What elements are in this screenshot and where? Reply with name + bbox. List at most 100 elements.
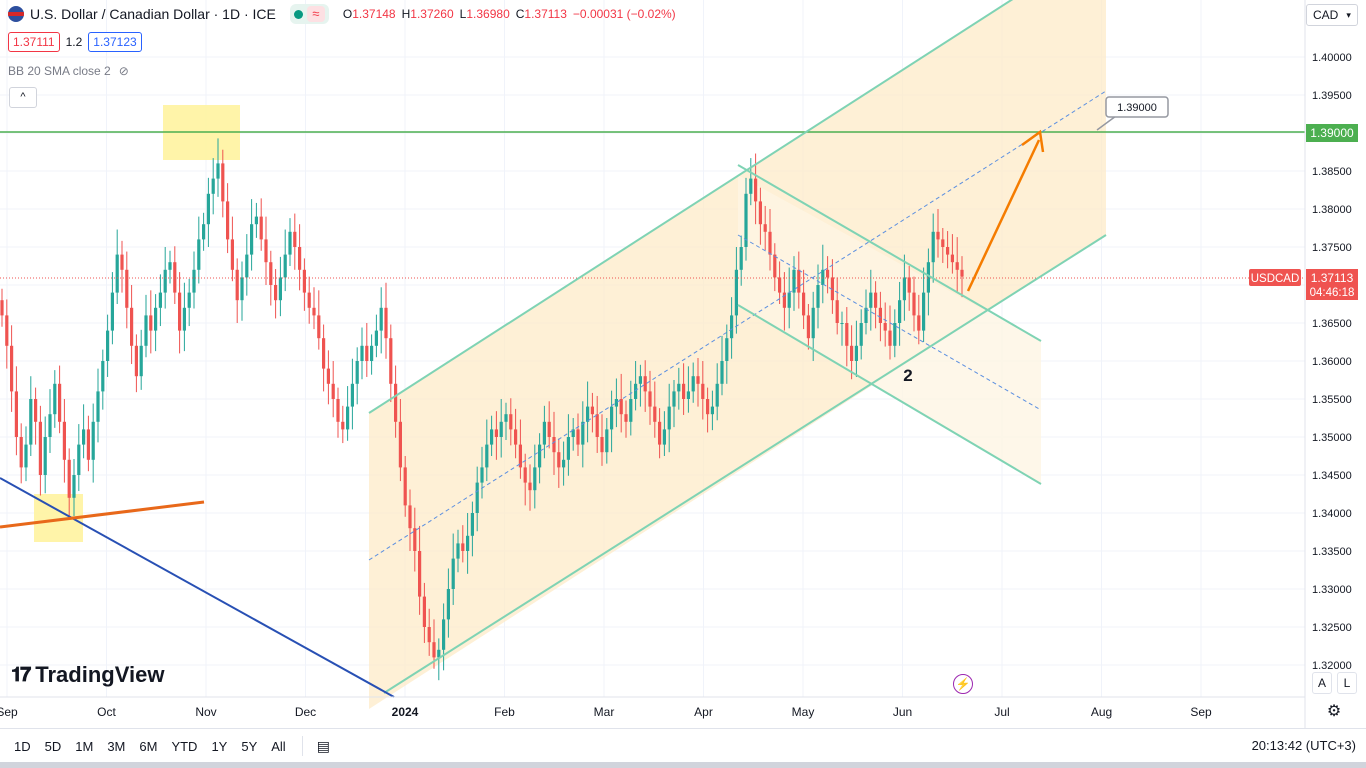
price-tick-label: 1.34500 (1312, 470, 1352, 482)
candle-body (48, 414, 52, 437)
candle-body (307, 292, 311, 308)
sell-price-button[interactable]: 1.37111 (8, 32, 60, 52)
candle-body (504, 414, 508, 422)
candle-body (19, 437, 23, 468)
buy-price-button[interactable]: 1.37123 (88, 32, 142, 52)
candle-body (864, 307, 868, 323)
price-tick-label: 1.36000 (1312, 356, 1352, 368)
candle-body (312, 307, 316, 316)
candle-body (374, 330, 378, 346)
auto-scale-button[interactable]: A (1312, 672, 1332, 694)
candle-body (773, 254, 777, 278)
candle-body (590, 406, 594, 415)
candle-body (274, 285, 278, 301)
wave-icon: ≈ (306, 6, 325, 22)
candle-body (101, 361, 105, 392)
time-tick-label: Jul (994, 705, 1009, 719)
hidden-eye-icon[interactable]: ⊘ (118, 64, 129, 78)
candle-body (806, 315, 810, 339)
candle-body (811, 307, 815, 339)
candle-body (758, 201, 762, 225)
candle-body (192, 269, 196, 293)
candle-body (182, 307, 186, 331)
candle-body (514, 429, 518, 445)
candle-body (720, 361, 724, 384)
bottom-strip (0, 762, 1366, 768)
candle-body (384, 307, 388, 339)
date-range-calendar-icon[interactable]: ▤ (316, 737, 330, 754)
candle-body (715, 383, 719, 407)
price-tick-label: 1.35500 (1312, 394, 1352, 406)
time-tick-label: Mar (594, 705, 615, 719)
candle-body (619, 399, 623, 415)
candle-body (461, 543, 465, 551)
candle-body (58, 383, 62, 422)
candle-body (437, 649, 441, 658)
price-tick-label: 1.38000 (1312, 204, 1352, 216)
symbol-tag: USDCAD (1251, 273, 1300, 285)
candle-body (326, 368, 330, 384)
currency-selector[interactable]: CAD ▾ (1306, 4, 1358, 26)
candle-body (586, 406, 590, 422)
period-ytd[interactable]: YTD (171, 738, 198, 754)
candle-body (250, 224, 254, 255)
candle-body (955, 262, 959, 270)
candle-body (754, 178, 758, 202)
candle-body (125, 269, 129, 308)
symbol-title[interactable]: U.S. Dollar / Canadian Dollar · 1D · ICE (30, 6, 276, 22)
candle-body (648, 391, 652, 407)
candle-body (5, 315, 9, 346)
market-status-pill[interactable]: ≈ (289, 4, 329, 24)
candle-body (221, 163, 225, 202)
candle-body (802, 292, 806, 316)
period-6m[interactable]: 6M (139, 738, 158, 754)
price-tick-label: 1.33500 (1312, 546, 1352, 558)
period-3m[interactable]: 3M (107, 738, 126, 754)
candle-body (422, 596, 426, 627)
settings-gear-icon[interactable]: ⚙ (1326, 703, 1342, 720)
candle-body (341, 421, 345, 430)
candle-body (499, 421, 503, 437)
us-flag-icon (8, 6, 24, 22)
lightning-icon[interactable]: ⚡ (953, 674, 973, 694)
chart-canvas[interactable]: 1.39000 2 1.40000 1.39500 1.39000 1.38500 1.… (0, 0, 1366, 728)
candle-body (869, 292, 873, 308)
candle-body (206, 193, 210, 225)
collapse-legend-button[interactable]: ^ (9, 87, 37, 108)
callout-text: 1.39000 (1117, 102, 1157, 114)
candle-body (389, 338, 393, 384)
candle-body (922, 292, 926, 331)
bar-countdown: 04:46:18 (1310, 287, 1355, 299)
candle-body (854, 345, 858, 361)
last-price-value: 1.37113 (1311, 271, 1354, 285)
candle-body (413, 528, 417, 551)
log-scale-button[interactable]: L (1337, 672, 1357, 694)
projection-arrow (966, 139, 1041, 292)
candle-body (835, 300, 839, 323)
candle-body (10, 345, 14, 392)
period-1m[interactable]: 1M (75, 738, 94, 754)
channel-upper-line (368, 0, 1014, 414)
candle-body (902, 277, 906, 301)
time-tick-label: Dec (295, 705, 316, 719)
candle-body (106, 330, 110, 361)
candle-body (840, 323, 844, 324)
candle-body (494, 429, 498, 437)
candle-body (610, 406, 614, 430)
period-all[interactable]: All (271, 738, 286, 754)
clock-timezone[interactable]: 20:13:42 (UTC+3) (1251, 738, 1356, 753)
price-tick-label: 1.40000 (1312, 52, 1352, 64)
period-5y[interactable]: 5Y (241, 738, 258, 754)
period-1d[interactable]: 1D (14, 738, 31, 754)
candle-body (432, 642, 436, 658)
period-1y[interactable]: 1Y (211, 738, 228, 754)
candle-body (240, 277, 244, 301)
candle-body (144, 315, 148, 346)
candle-body (874, 292, 878, 308)
time-tick-label: Sep (1190, 705, 1212, 719)
candle-body (480, 467, 484, 483)
price-tick-label: 1.38500 (1312, 166, 1352, 178)
candle-body (475, 482, 479, 513)
indicator-legend[interactable]: BB 20 SMA close 2 ⊘ (8, 64, 129, 78)
period-5d[interactable]: 5D (44, 738, 62, 754)
